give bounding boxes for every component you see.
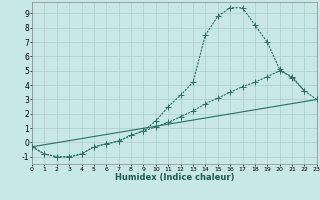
X-axis label: Humidex (Indice chaleur): Humidex (Indice chaleur)	[115, 173, 234, 182]
